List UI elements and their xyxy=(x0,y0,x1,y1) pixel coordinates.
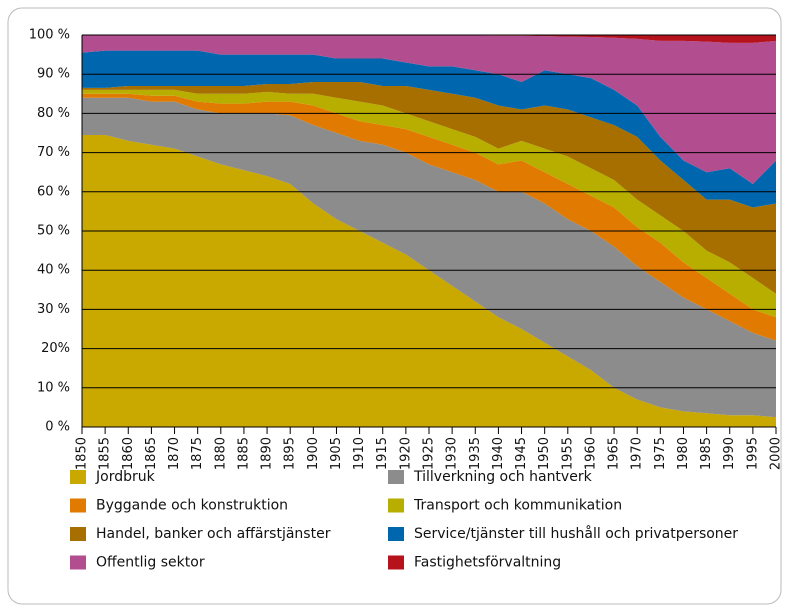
y-tick-label: 40 % xyxy=(37,263,70,278)
x-tick-label: 1995 xyxy=(745,437,760,470)
y-tick-label: 0 % xyxy=(45,420,70,435)
area xyxy=(82,82,776,294)
area xyxy=(82,93,776,341)
x-tick-label: 1880 xyxy=(213,437,228,470)
x-tick-label: 1945 xyxy=(514,437,529,470)
legend-swatch xyxy=(388,498,404,513)
x-tick-label: 1860 xyxy=(121,437,136,470)
x-tick-label: 1870 xyxy=(167,437,182,470)
x-tick-label: 1950 xyxy=(537,437,552,470)
legend-swatch xyxy=(70,498,86,513)
legend-label: Handel, banker och affärstjänster xyxy=(96,526,331,542)
x-tick-label: 1985 xyxy=(699,437,714,470)
legend-label: Byggande och konstruktion xyxy=(96,498,288,514)
x-tick-label: 1885 xyxy=(236,437,251,470)
x-tick-label: 1975 xyxy=(653,437,668,470)
legend-label: Offentlig sektor xyxy=(96,555,205,571)
area xyxy=(82,50,776,208)
x-tick-label: 1910 xyxy=(352,437,367,470)
x-tick-label: 1990 xyxy=(722,437,737,470)
legend-label: Service/tjänster till hushåll och privat… xyxy=(414,525,738,542)
x-tick-label: 1900 xyxy=(306,437,321,470)
x-tick-label: 1980 xyxy=(676,437,691,470)
y-tick-label: 30 % xyxy=(37,302,70,317)
x-tick-label: 1960 xyxy=(583,437,598,470)
legend-swatch xyxy=(388,555,404,570)
legend-swatch xyxy=(388,470,404,484)
y-tick-label: 80 % xyxy=(37,106,70,121)
area xyxy=(82,35,776,184)
legend-label: Transport och kommunikation xyxy=(413,498,622,514)
legend-label: Fastighetsförvaltning xyxy=(414,555,561,571)
x-tick-label: 1965 xyxy=(607,437,622,470)
x-tick-label: 2000 xyxy=(769,437,784,470)
y-tick-label: 100 % xyxy=(29,28,70,43)
legend-swatch xyxy=(70,470,86,484)
x-tick-label: 1970 xyxy=(630,437,645,470)
x-tick-label: 1915 xyxy=(375,437,390,470)
y-tick-label: 20% xyxy=(41,341,70,356)
x-tick-label: 1850 xyxy=(75,437,90,470)
legend-swatch xyxy=(70,527,86,541)
x-tick-label: 1855 xyxy=(98,437,113,470)
x-tick-label: 1930 xyxy=(445,437,460,470)
y-tick-label: 70 % xyxy=(37,145,70,160)
y-tick-label: 50 % xyxy=(37,224,70,239)
x-tick-label: 1920 xyxy=(398,437,413,470)
area xyxy=(82,97,776,418)
x-tick-label: 1940 xyxy=(491,437,506,470)
x-tick-label: 1875 xyxy=(190,437,205,470)
legend-label: Jordbruk xyxy=(95,469,156,485)
x-tick-label: 1905 xyxy=(329,437,344,470)
legend-swatch xyxy=(70,555,86,570)
legend-label: Tillverkning och hantverk xyxy=(413,469,593,485)
x-tick-label: 1890 xyxy=(260,437,275,470)
area xyxy=(82,89,776,318)
x-tick-label: 1865 xyxy=(144,437,159,470)
area xyxy=(82,35,776,43)
x-tick-label: 1955 xyxy=(560,437,575,470)
y-tick-label: 60 % xyxy=(37,184,70,199)
x-tick-label: 1935 xyxy=(468,437,483,470)
legend-swatch xyxy=(388,527,404,541)
y-tick-label: 90 % xyxy=(37,67,70,82)
x-tick-label: 1925 xyxy=(422,437,437,470)
y-tick-label: 10 % xyxy=(37,380,70,395)
area xyxy=(82,134,776,427)
x-tick-label: 1895 xyxy=(283,437,298,470)
